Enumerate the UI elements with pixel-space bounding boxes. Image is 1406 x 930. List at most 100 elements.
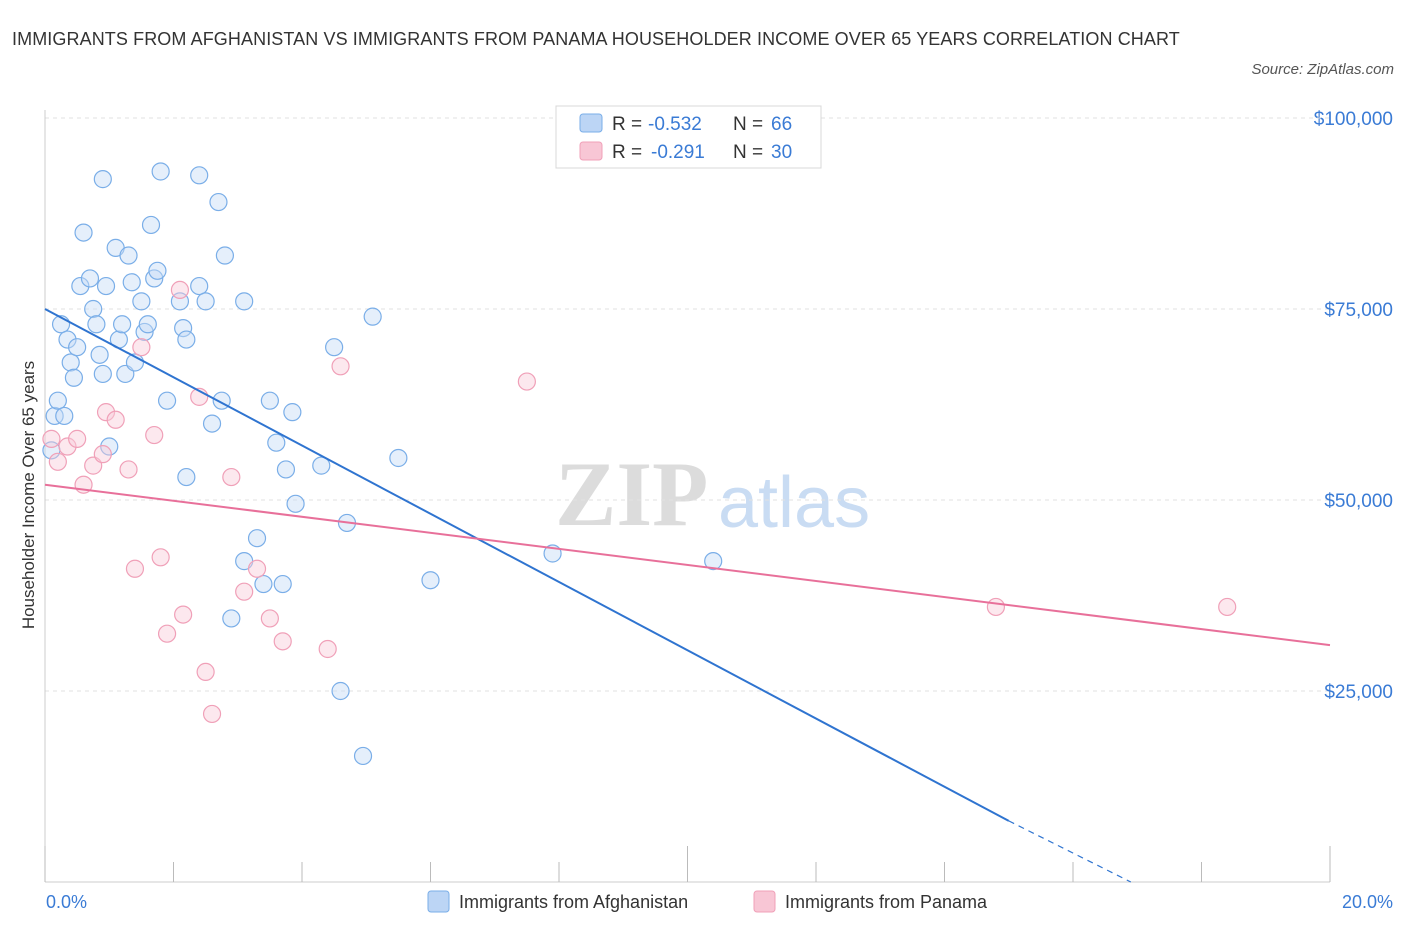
afghanistan-point bbox=[222, 609, 241, 628]
afghanistan-point bbox=[325, 338, 344, 357]
chart-title: IMMIGRANTS FROM AFGHANISTAN VS IMMIGRANT… bbox=[12, 29, 1180, 49]
panama-point bbox=[58, 437, 77, 456]
afghanistan-point bbox=[48, 391, 67, 410]
panama-point bbox=[222, 467, 241, 487]
watermark-atlas: atlas bbox=[718, 463, 870, 543]
legend-n-label-panama: N = bbox=[733, 142, 763, 163]
afghanistan-point bbox=[247, 529, 267, 548]
panama-point bbox=[170, 280, 190, 299]
afghanistan-point bbox=[84, 299, 103, 319]
afghanistan-point bbox=[80, 269, 100, 288]
x-tick-label: 20.0% bbox=[1342, 892, 1393, 912]
panama-point bbox=[151, 548, 170, 567]
legend-n-value-panama: 30 bbox=[771, 142, 792, 163]
y-tick-label: $50,000 bbox=[1324, 491, 1393, 512]
panama-point bbox=[42, 429, 61, 448]
afghanistan-point bbox=[61, 353, 80, 372]
panama-point bbox=[48, 452, 67, 471]
afghanistan-point bbox=[312, 456, 331, 475]
afghanistan-point bbox=[190, 276, 209, 296]
afghanistan-point bbox=[235, 292, 254, 311]
series-panama-points bbox=[42, 280, 1237, 724]
afghanistan-point bbox=[55, 406, 74, 426]
afghanistan-point bbox=[202, 414, 222, 433]
afghanistan-point bbox=[64, 368, 84, 387]
y-axis-label: Householder Income Over 65 years bbox=[19, 361, 38, 629]
afghanistan-point bbox=[122, 273, 141, 292]
y-tick-label: $100,000 bbox=[1314, 109, 1393, 130]
afghanistan-point bbox=[286, 494, 305, 513]
bottom-legend-label-afghanistan: Immigrants from Afghanistan bbox=[459, 892, 688, 912]
legend-r-label-afghanistan: R = bbox=[612, 114, 642, 135]
afghanistan-trend-line bbox=[44, 308, 1010, 822]
afghanistan-point bbox=[196, 292, 215, 311]
afghanistan-point bbox=[177, 330, 196, 349]
afghanistan-point bbox=[273, 574, 292, 594]
panama-point bbox=[273, 632, 292, 651]
afghanistan-point bbox=[119, 246, 138, 265]
panama-point bbox=[93, 445, 112, 464]
afghanistan-point bbox=[45, 406, 64, 426]
panama-trend-line bbox=[44, 483, 1331, 647]
panama-point bbox=[986, 597, 1006, 617]
legend-swatch-panama bbox=[579, 141, 603, 161]
grid: $25,000 $50,000 $75,000 $100,000 bbox=[45, 109, 1393, 703]
afghanistan-point bbox=[276, 460, 296, 479]
afghanistan-point bbox=[151, 162, 170, 181]
panama-point bbox=[68, 429, 87, 448]
afghanistan-point bbox=[421, 571, 440, 590]
watermark: ZIP atlas bbox=[555, 443, 870, 545]
y-tick-label: $75,000 bbox=[1324, 300, 1393, 321]
afghanistan-point bbox=[215, 246, 234, 265]
legend-r-value-afghanistan: -0.532 bbox=[648, 114, 702, 135]
afghanistan-point bbox=[363, 307, 382, 326]
series-afghanistan-points bbox=[42, 162, 723, 766]
afghanistan-point bbox=[331, 681, 350, 701]
panama-point bbox=[260, 609, 279, 628]
legend-r-label-panama: R = bbox=[612, 142, 642, 163]
bottom-legend: Immigrants from Afghanistan Immigrants f… bbox=[427, 890, 988, 913]
afghanistan-point bbox=[254, 574, 273, 594]
afghanistan-point bbox=[177, 467, 196, 487]
panama-point bbox=[235, 582, 254, 601]
bottom-legend-swatch-panama bbox=[753, 890, 776, 913]
x-tick-label: 0.0% bbox=[46, 892, 87, 912]
panama-point bbox=[119, 460, 138, 479]
afghanistan-point bbox=[71, 276, 90, 296]
afghanistan-point bbox=[112, 315, 132, 334]
panama-point bbox=[174, 605, 193, 624]
panama-point bbox=[247, 559, 267, 578]
panama-point bbox=[318, 639, 337, 659]
panama-point bbox=[132, 338, 151, 357]
panama-point bbox=[96, 403, 116, 422]
panama-point bbox=[202, 704, 222, 724]
bottom-legend-swatch-afghanistan bbox=[427, 890, 450, 913]
afghanistan-point bbox=[148, 261, 167, 280]
afghanistan-point bbox=[96, 276, 116, 296]
afghanistan-point bbox=[141, 215, 161, 235]
afghanistan-point bbox=[260, 391, 279, 410]
panama-point bbox=[106, 410, 125, 429]
panama-point bbox=[1218, 597, 1237, 617]
y-tick-label: $25,000 bbox=[1324, 682, 1393, 703]
panama-point bbox=[145, 425, 164, 445]
bottom-legend-label-panama: Immigrants from Panama bbox=[785, 892, 988, 912]
afghanistan-point bbox=[132, 292, 151, 311]
chart-source: Source: ZipAtlas.com bbox=[1251, 61, 1394, 78]
afghanistan-point bbox=[93, 364, 112, 384]
watermark-zip: ZIP bbox=[555, 443, 708, 545]
afghanistan-point bbox=[267, 433, 286, 452]
afghanistan-point bbox=[174, 319, 193, 338]
legend-box: R = -0.532 N = 66 R = -0.291 N = 30 bbox=[555, 105, 822, 169]
afghanistan-point bbox=[704, 552, 723, 571]
trend-lines bbox=[44, 308, 1331, 883]
afghanistan-point bbox=[389, 448, 408, 468]
afghanistan-point bbox=[138, 315, 157, 334]
afghanistan-point bbox=[68, 338, 87, 357]
legend-swatch-afghanistan bbox=[579, 113, 603, 133]
panama-point bbox=[331, 357, 350, 376]
afghanistan-point bbox=[90, 345, 109, 364]
afghanistan-point bbox=[190, 166, 209, 185]
panama-point bbox=[125, 559, 145, 578]
